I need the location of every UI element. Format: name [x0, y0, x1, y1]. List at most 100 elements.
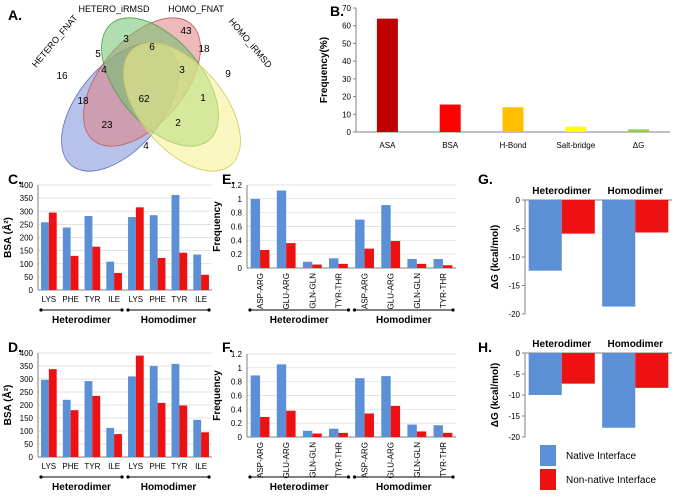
venn-region-value: 16 — [56, 71, 68, 82]
y-tick-label: 0.8 — [231, 209, 243, 218]
y-tick-label: 0 — [29, 453, 34, 462]
group-label: Heterodimer — [52, 315, 111, 326]
group-bracket-end — [451, 308, 455, 312]
bar-nonnative — [157, 402, 166, 457]
bar-native — [407, 259, 417, 268]
bar-nonnative — [92, 395, 101, 457]
bar-nonnative — [92, 246, 101, 290]
x-tick-label: GLU-ARG — [282, 273, 291, 309]
y-axis-title: Frequency — [212, 201, 223, 252]
group-bracket-end — [120, 308, 124, 312]
bar-nonnative — [260, 250, 270, 268]
bar-nonnative — [561, 200, 595, 234]
y-tick-label: -20 — [508, 433, 520, 442]
group-bracket-end — [126, 475, 130, 479]
legend-swatch-native — [540, 445, 556, 466]
venn-region-value: 4 — [101, 65, 107, 76]
y-tick-label: -15 — [508, 412, 520, 421]
panel-label-h: H. — [478, 339, 492, 355]
y-tick-label: 300 — [20, 375, 34, 384]
venn-region-value: 18 — [198, 44, 210, 55]
x-tick-label: PHE — [62, 462, 78, 471]
group-label: Homodimer — [141, 482, 197, 493]
bar-nonnative — [286, 243, 296, 268]
bar-nonnative — [48, 369, 57, 457]
bar-native — [329, 428, 339, 437]
group-label: Heterodimer — [52, 482, 111, 493]
bar-native — [602, 200, 636, 307]
x-tick-label: H-Bond — [499, 141, 526, 150]
group-label: Homodimer — [376, 482, 432, 493]
x-tick-label: TYR-THR — [439, 442, 448, 477]
venn-region-value: 62 — [138, 94, 150, 105]
legend-swatch-nonnative — [540, 469, 556, 490]
y-tick-label: 0.2 — [231, 250, 243, 259]
bar-nonnative — [114, 434, 122, 457]
y-tick-label: 400 — [20, 349, 34, 358]
venn-region-value: 3 — [123, 34, 129, 45]
bar-nonnative — [135, 207, 144, 290]
venn-region-value: 43 — [180, 26, 192, 37]
y-tick-label: 400 — [20, 181, 34, 190]
bar-native — [433, 425, 443, 437]
y-tick-label: -5 — [513, 370, 521, 379]
bar-nonnative — [201, 432, 209, 457]
bar-native — [250, 198, 261, 268]
x-tick-label: ILE — [195, 462, 207, 471]
y-tick-label: 50 — [342, 39, 351, 48]
y-tick-label: 250 — [20, 388, 34, 397]
bar-native — [193, 419, 202, 457]
x-tick-label: GLN-GLN — [308, 273, 317, 309]
y-axis-title: BSA (Å²) — [1, 217, 14, 258]
legend-label-native: Native Interface — [566, 451, 636, 462]
x-tick-label: GLU-ARG — [387, 273, 396, 309]
bar-nonnative — [179, 405, 188, 457]
bar — [502, 107, 524, 132]
venn-region-value: 3 — [179, 65, 185, 76]
bar-nonnative — [157, 257, 166, 290]
bar-native — [41, 379, 49, 457]
bar-nonnative — [312, 433, 322, 437]
panel-label-e: E. — [222, 171, 235, 187]
group-bracket-end — [346, 308, 351, 312]
y-tick-label: 0.4 — [231, 236, 243, 245]
bar-native — [171, 194, 180, 290]
y-tick-label: 1.2 — [231, 350, 243, 359]
bar-native — [128, 376, 136, 457]
bar-native — [433, 259, 443, 268]
category-label: Heterodimer — [532, 339, 591, 350]
bar-nonnative — [390, 405, 401, 437]
y-tick-label: 10 — [342, 110, 351, 119]
y-tick-label: 100 — [20, 427, 34, 436]
y-tick-label: 250 — [20, 220, 34, 229]
bar-native — [355, 378, 365, 437]
group-bracket-end — [248, 308, 252, 312]
panel-label-d: D. — [8, 339, 22, 355]
bar-nonnative — [179, 252, 188, 290]
group-label: Homodimer — [141, 315, 197, 326]
x-tick-label: GLU-ARG — [387, 442, 396, 478]
x-tick-label: ASP-ARG — [256, 273, 265, 309]
venn-region-value: 2 — [175, 118, 181, 129]
x-tick-label: TYR-THR — [439, 273, 448, 308]
panel-label-a: A. — [8, 7, 22, 23]
venn-label-homo-fnat: HOMO_FNAT — [168, 4, 224, 14]
x-tick-label: TYR — [84, 295, 100, 304]
x-tick-label: TYR — [171, 295, 187, 304]
y-tick-label: -20 — [508, 310, 520, 319]
bar-nonnative — [70, 255, 79, 290]
x-tick-label: BSA — [442, 141, 459, 150]
x-tick-label: LYS — [129, 462, 144, 471]
group-bracket-end — [126, 308, 130, 312]
y-tick-label: -10 — [508, 391, 520, 400]
bar-native — [329, 258, 339, 268]
bar-nonnative — [561, 353, 595, 384]
y-tick-label: 0.6 — [231, 392, 243, 401]
y-tick-label: 1.2 — [231, 181, 243, 190]
y-tick-label: 150 — [20, 414, 34, 423]
y-tick-label: 300 — [20, 207, 34, 216]
y-tick-label: 350 — [20, 194, 34, 203]
x-tick-label: ΔG — [633, 141, 645, 150]
bar-native — [41, 222, 49, 290]
